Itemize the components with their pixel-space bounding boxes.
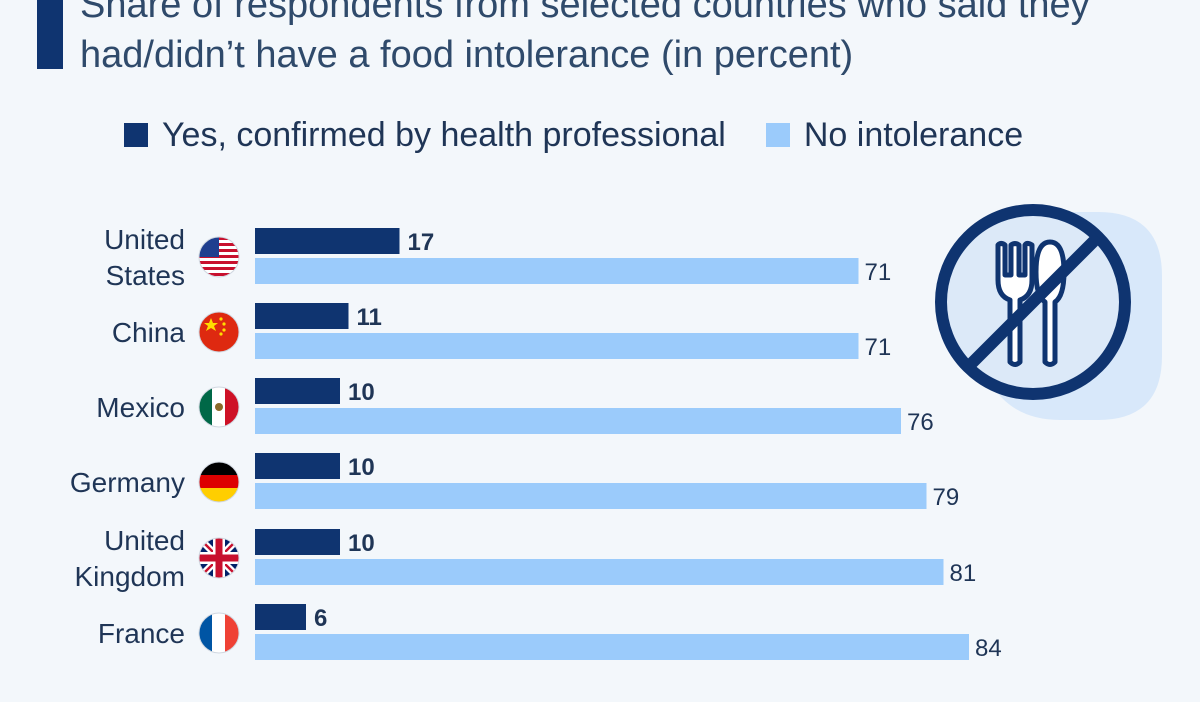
value-label-no: 71 xyxy=(865,259,892,286)
value-label-yes: 17 xyxy=(408,229,435,256)
bar-no xyxy=(255,408,901,434)
value-label-no: 84 xyxy=(975,635,1002,662)
value-label-no: 79 xyxy=(933,484,960,511)
country-label: Germany xyxy=(70,467,185,498)
value-label-yes: 10 xyxy=(348,379,375,406)
legend-swatch-no xyxy=(765,123,790,147)
flag-outline xyxy=(198,461,240,503)
flag-outline xyxy=(198,612,240,654)
value-label-yes: 10 xyxy=(348,454,375,481)
bar-yes xyxy=(255,228,400,254)
legend: Yes, confirmed by health professional No… xyxy=(124,113,1063,157)
legend-item-no: No intolerance xyxy=(765,115,1024,155)
us-flag-icon xyxy=(199,237,239,277)
no-cutlery-icon xyxy=(935,204,1162,420)
legend-item-yes: Yes, confirmed by health professional xyxy=(124,116,726,155)
flag-outline xyxy=(198,236,240,278)
country-label: France xyxy=(98,618,185,649)
uk-flag-icon xyxy=(199,538,239,578)
flag-outline xyxy=(198,386,240,428)
chart-title: Share of respondents from selected count… xyxy=(80,0,1090,76)
bar-yes xyxy=(255,378,340,404)
bar-no xyxy=(255,483,927,509)
bar-yes xyxy=(255,453,340,479)
legend-label-yes: Yes, confirmed by health professional xyxy=(162,115,726,154)
bar-yes xyxy=(255,604,306,630)
bar-no xyxy=(255,333,859,359)
country-label: Mexico xyxy=(96,392,185,423)
mexico-flag-icon xyxy=(199,387,239,427)
country-label: United Kingdom xyxy=(74,525,185,592)
bar-no xyxy=(255,559,944,585)
chart-row: Mexico 10 76 xyxy=(96,378,934,436)
bar-no xyxy=(255,258,859,284)
value-label-yes: 11 xyxy=(357,304,382,331)
bar-no xyxy=(255,634,969,660)
value-label-yes: 10 xyxy=(348,530,375,557)
bar-yes xyxy=(255,303,349,329)
country-label: China xyxy=(112,317,186,348)
title-accent-bar xyxy=(37,0,63,69)
value-label-no: 71 xyxy=(865,334,892,361)
legend-label-no: No intolerance xyxy=(803,115,1024,154)
bar-yes xyxy=(255,529,340,555)
chart-row: Germany 10 79 xyxy=(70,453,959,511)
chart-row: United Kingdom 10 81 xyxy=(74,525,976,592)
value-label-no: 76 xyxy=(907,409,934,436)
flag-outline xyxy=(198,311,240,353)
value-label-no: 81 xyxy=(950,560,977,587)
value-label-yes: 6 xyxy=(314,605,327,632)
china-flag-icon xyxy=(199,312,239,352)
germany-flag-icon xyxy=(199,462,239,502)
legend-swatch-yes xyxy=(124,123,148,147)
chart-row: China 11 71 xyxy=(112,303,891,361)
chart-row: France 6 84 xyxy=(98,604,1002,662)
chart-row: United States 17 71 xyxy=(104,224,891,291)
country-label: United States xyxy=(104,224,185,291)
flag-outline xyxy=(198,537,240,579)
france-flag-icon xyxy=(199,613,239,653)
